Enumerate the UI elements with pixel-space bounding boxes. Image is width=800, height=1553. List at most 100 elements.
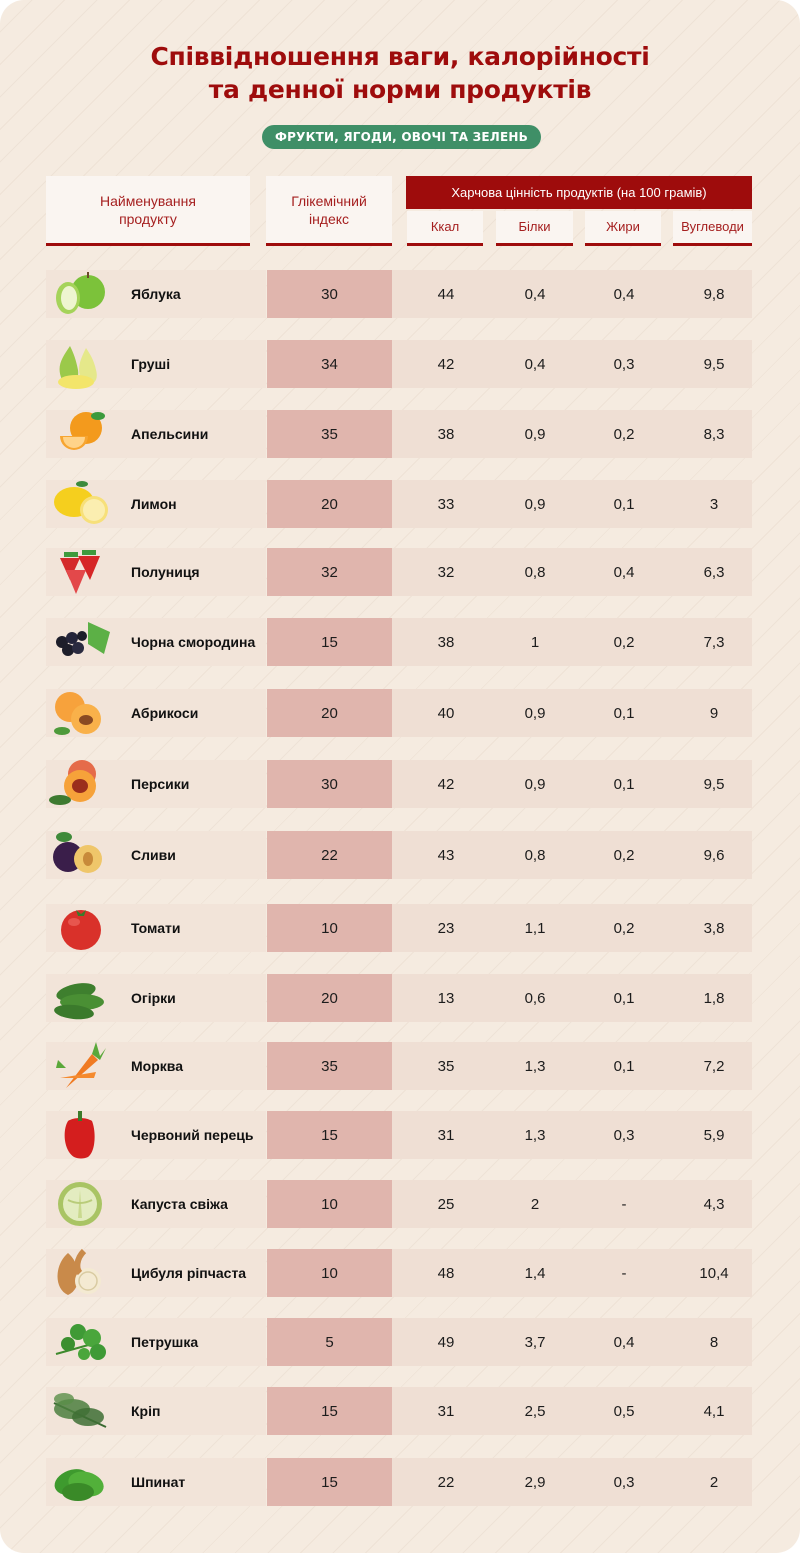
fat-value: 0,2 <box>613 425 635 443</box>
fat-value: 0,4 <box>613 285 635 303</box>
fat-value: 0,2 <box>613 846 635 864</box>
glycemic-index-value: 35 <box>267 1042 392 1090</box>
protein-value: 2,5 <box>524 1402 546 1420</box>
kcal-value: 25 <box>437 1195 455 1213</box>
nutrition-values-cell <box>392 340 752 388</box>
product-name: Червоний перець <box>131 1126 254 1143</box>
protein-value: 0,8 <box>524 563 546 581</box>
fat-value: 0,2 <box>613 919 635 937</box>
carbs-value: 5,9 <box>703 1126 725 1144</box>
protein-value: 1,3 <box>524 1126 546 1144</box>
glycemic-index-value: 15 <box>267 1387 392 1435</box>
carbs-value: 2 <box>709 1473 719 1491</box>
pear-icon <box>48 336 114 392</box>
header-product-name: Найменування продукту <box>46 176 250 246</box>
table-row: Апельсини 35 38 0,9 0,2 8,3 <box>46 410 752 458</box>
apple-icon <box>48 266 114 322</box>
glycemic-index-value: 32 <box>267 548 392 596</box>
nutrition-values-cell <box>392 760 752 808</box>
carbs-value: 9 <box>709 704 719 722</box>
table-row: Груші 34 42 0,4 0,3 9,5 <box>46 340 752 389</box>
header-product-name-label: Найменування продукту <box>100 192 196 227</box>
header-fat: Жири <box>585 211 661 246</box>
protein-value: 0,8 <box>524 846 546 864</box>
blackcurrant-icon <box>48 614 114 670</box>
carbs-value: 4,1 <box>703 1402 725 1420</box>
protein-value: 0,6 <box>524 989 546 1007</box>
kcal-value: 44 <box>437 285 455 303</box>
kcal-value: 40 <box>437 704 455 722</box>
fat-value: 0,1 <box>613 1057 635 1075</box>
nutrition-values-cell <box>392 904 752 952</box>
table-row: Морква 35 35 1,3 0,1 7,2 <box>46 1042 752 1090</box>
product-name: Яблука <box>131 285 181 302</box>
kcal-value: 42 <box>437 775 455 793</box>
carbs-value: 7,2 <box>703 1057 725 1075</box>
kcal-value: 49 <box>437 1333 455 1351</box>
table-row: Петрушка 5 49 3,7 0,4 8 <box>46 1318 752 1366</box>
orange-icon <box>48 406 114 462</box>
nutrition-values-cell <box>392 548 752 596</box>
table-row: Лимон 20 33 0,9 0,1 3 <box>46 480 752 528</box>
onion-icon <box>48 1245 114 1301</box>
nutrition-values-cell <box>392 480 752 528</box>
carbs-value: 9,5 <box>703 775 725 793</box>
header-glycemic-index: Глікемічний індекс <box>266 176 392 246</box>
strawberry-icon <box>48 544 114 600</box>
kcal-value: 13 <box>437 989 455 1007</box>
protein-value: 0,9 <box>524 704 546 722</box>
protein-value: 0,9 <box>524 425 546 443</box>
glycemic-index-value: 34 <box>267 340 392 388</box>
kcal-value: 22 <box>437 1473 455 1491</box>
protein-value: 0,4 <box>524 285 546 303</box>
table-row: Чорна смородина 15 38 1 0,2 7,3 <box>46 618 752 666</box>
plum-icon <box>48 827 114 883</box>
spinach-icon <box>48 1454 114 1510</box>
carbs-value: 3 <box>709 495 719 513</box>
product-name: Персики <box>131 775 190 792</box>
cabbage-icon <box>48 1176 114 1232</box>
product-name: Морква <box>131 1057 183 1074</box>
product-name: Апельсини <box>131 425 209 442</box>
carbs-value: 9,6 <box>703 846 725 864</box>
table-row: Цибуля ріпчаста 10 48 1,4 - 10,4 <box>46 1248 752 1297</box>
protein-value: 0,9 <box>524 775 546 793</box>
protein-value: 2 <box>530 1195 540 1213</box>
page-title: Співвідношення ваги, калорійності та ден… <box>0 40 800 106</box>
header-carbs: Вуглеводи <box>673 211 752 246</box>
product-name: Лимон <box>131 495 177 512</box>
apricot-icon <box>48 685 114 741</box>
glycemic-index-value: 15 <box>267 1111 392 1159</box>
kcal-value: 38 <box>437 425 455 443</box>
carbs-value: 1,8 <box>703 989 725 1007</box>
kcal-value: 48 <box>437 1264 455 1282</box>
fat-value: - <box>621 1195 627 1213</box>
glycemic-index-value: 15 <box>267 618 392 666</box>
parsley-icon <box>48 1314 114 1370</box>
table-row: Полуниця 32 32 0,8 0,4 6,3 <box>46 548 752 596</box>
table-row: Яблука 30 44 0,4 0,4 9,8 <box>46 270 752 318</box>
product-name: Абрикоси <box>131 704 199 721</box>
kcal-value: 33 <box>437 495 455 513</box>
header-nutrition-group: Харчова цінність продуктів (на 100 грамі… <box>406 176 752 209</box>
carbs-value: 9,5 <box>703 355 725 373</box>
table-row: Томати 10 23 1,1 0,2 3,8 <box>46 904 752 952</box>
glycemic-index-value: 22 <box>267 831 392 879</box>
carbs-value: 3,8 <box>703 919 725 937</box>
glycemic-index-value: 10 <box>267 904 392 952</box>
product-name: Полуниця <box>131 563 200 580</box>
carbs-value: 7,3 <box>703 633 725 651</box>
glycemic-index-value: 35 <box>267 410 392 458</box>
nutrition-values-cell <box>392 1111 752 1159</box>
carbs-value: 8,3 <box>703 425 725 443</box>
title-line-1: Співвідношення ваги, калорійності <box>150 42 650 71</box>
product-name: Цибуля ріпчаста <box>131 1264 247 1281</box>
glycemic-index-value: 20 <box>267 480 392 528</box>
carrot-icon <box>48 1038 114 1094</box>
protein-value: 0,4 <box>524 355 546 373</box>
nutrition-values-cell <box>392 974 752 1022</box>
fat-value: 0,1 <box>613 989 635 1007</box>
kcal-value: 31 <box>437 1402 455 1420</box>
protein-value: 3,7 <box>524 1333 546 1351</box>
